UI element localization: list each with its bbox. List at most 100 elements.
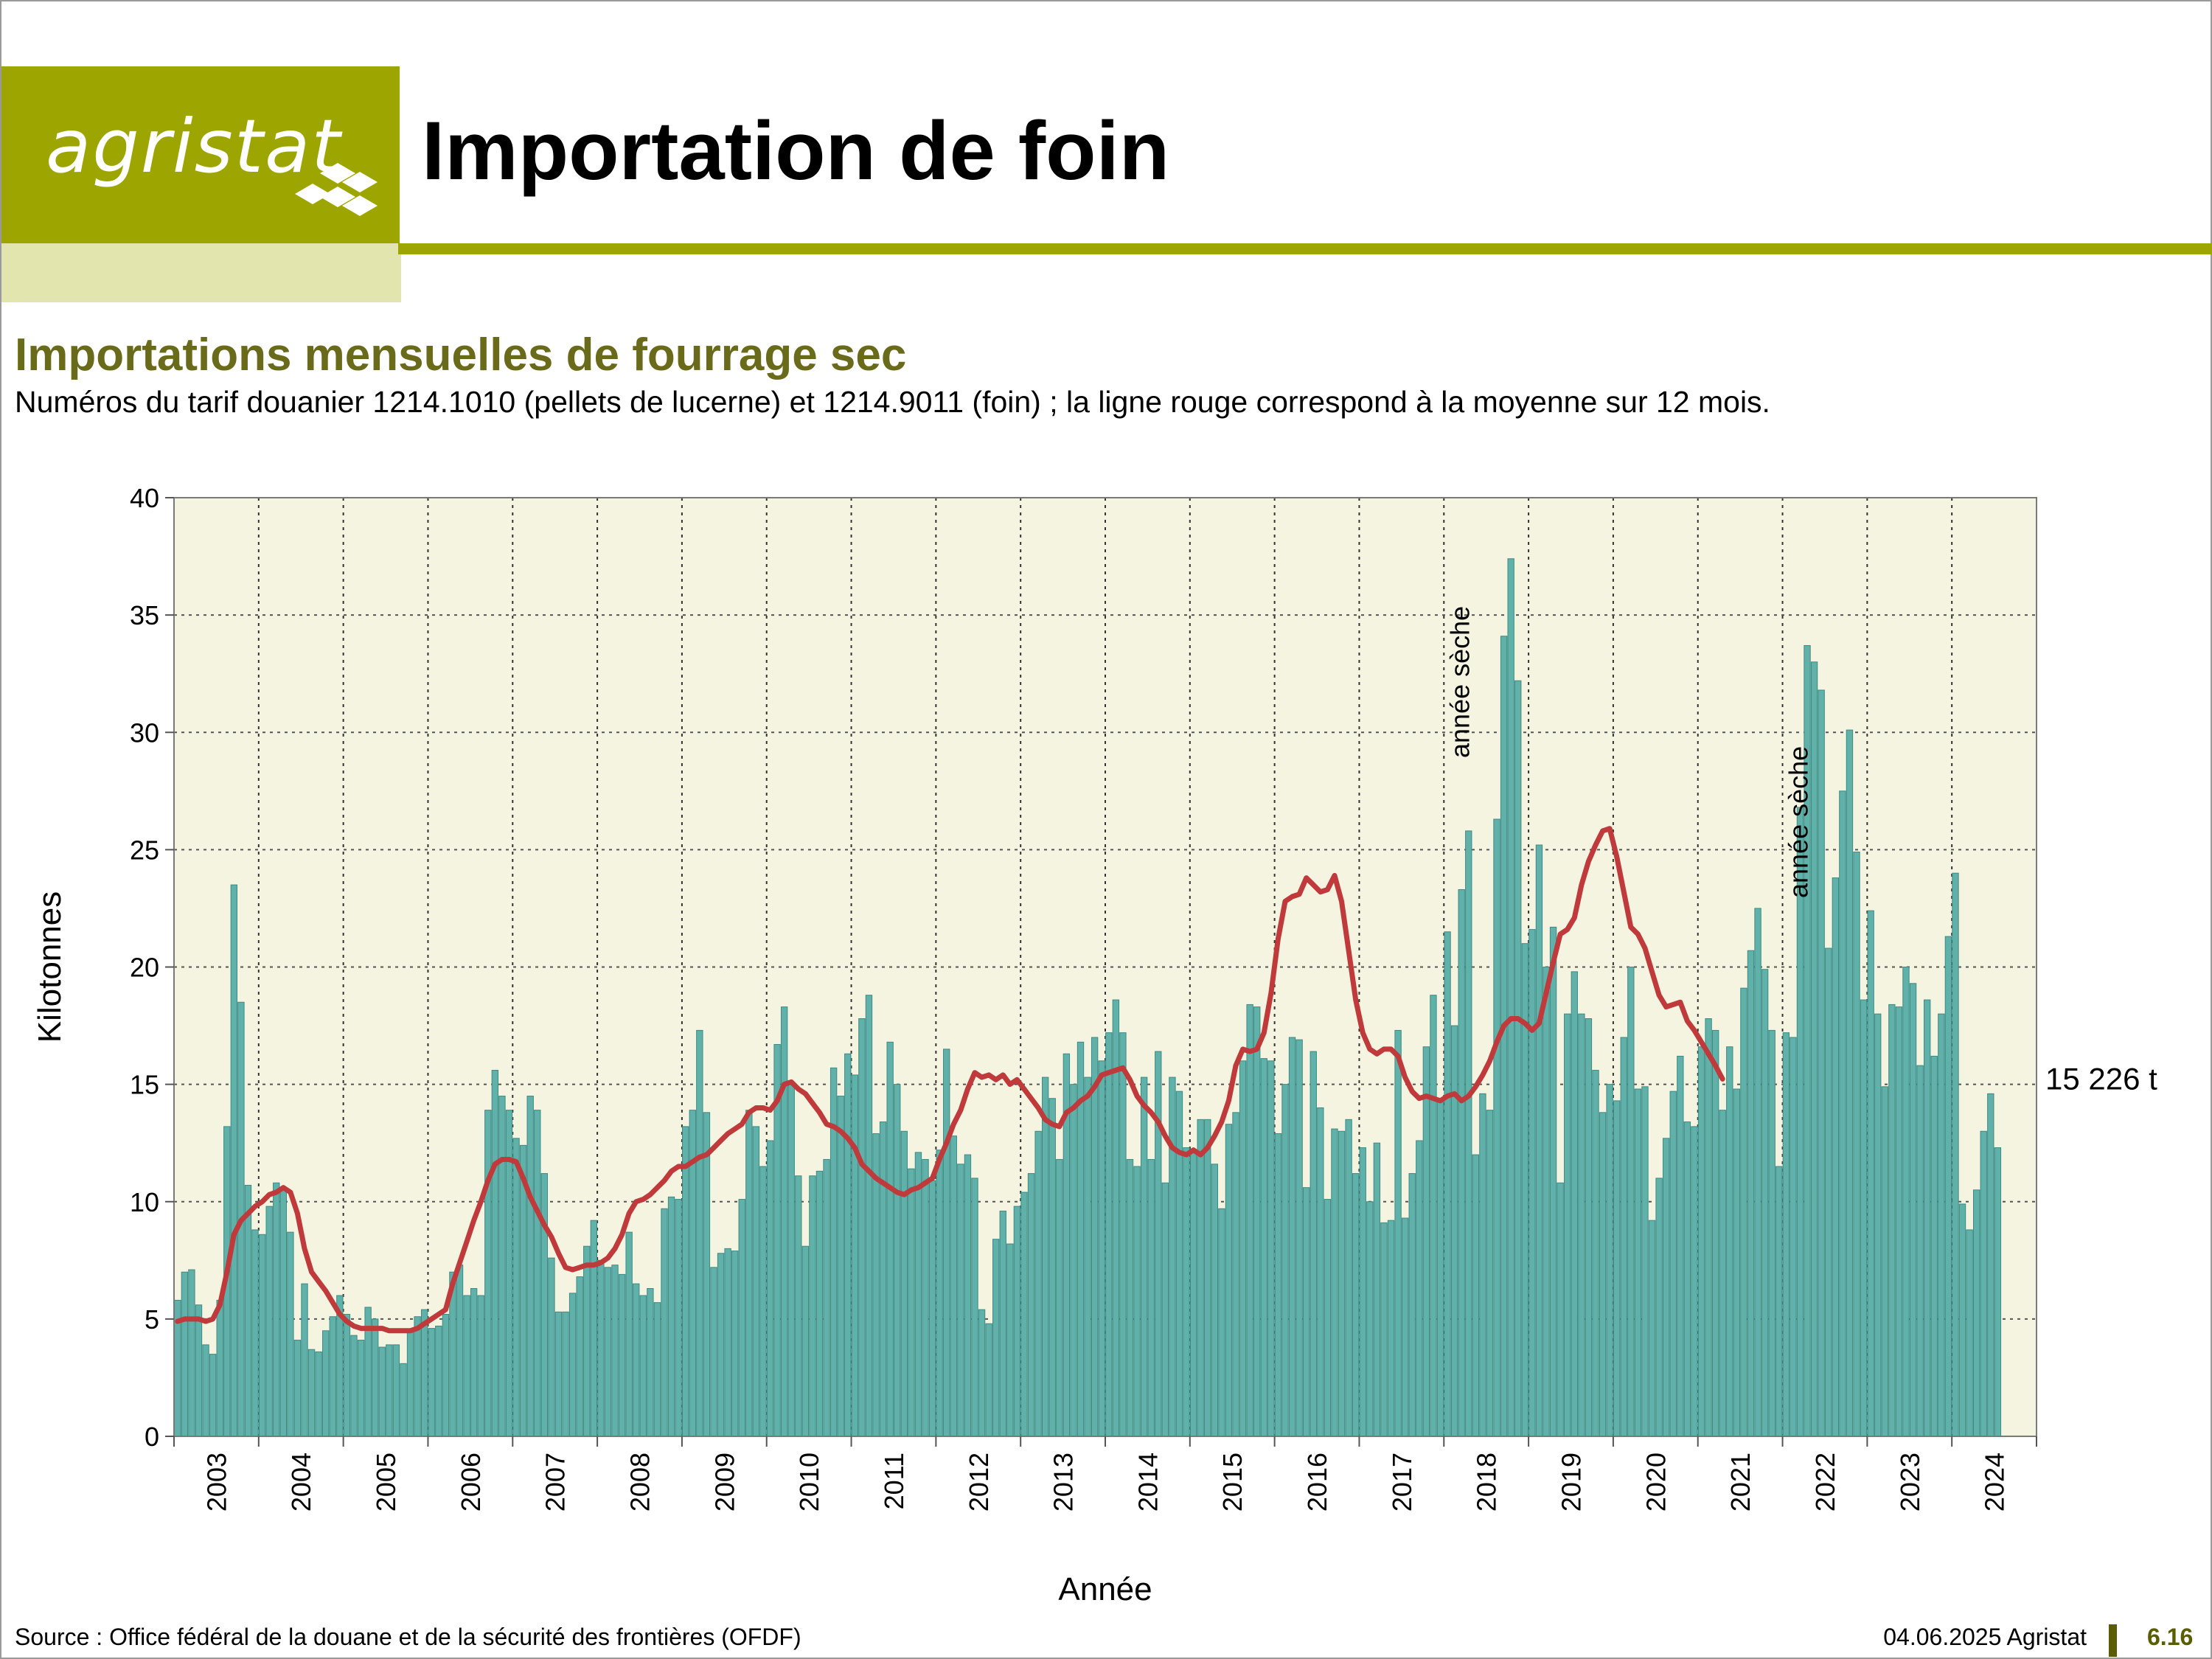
bar [1507, 558, 1514, 1437]
y-tick-label: 40 [130, 483, 159, 513]
bar [273, 1182, 280, 1437]
bar [1691, 1126, 1698, 1437]
bar [1288, 1037, 1296, 1437]
y-tick-label: 0 [145, 1422, 159, 1452]
x-tick-label: 2018 [1472, 1453, 1502, 1512]
bar [406, 1330, 414, 1437]
page-title: Importation de foin [422, 105, 1170, 197]
bar [936, 1150, 943, 1437]
bar [583, 1245, 591, 1437]
bar [1549, 926, 1557, 1437]
bar [216, 1299, 223, 1437]
x-tick-label: 2004 [286, 1453, 316, 1512]
bar [1909, 983, 1917, 1437]
bar [1394, 1029, 1402, 1437]
x-tick-label: 2017 [1387, 1453, 1417, 1512]
bar [343, 1314, 351, 1437]
y-tick-label: 20 [130, 953, 159, 983]
bar [1183, 1147, 1190, 1437]
bar [1295, 1039, 1303, 1437]
bar [1359, 1147, 1366, 1437]
bar [894, 1084, 901, 1437]
bar [435, 1325, 442, 1437]
bar [512, 1138, 520, 1437]
bar [1197, 1119, 1204, 1437]
bar [1585, 1018, 1593, 1437]
bar [195, 1304, 203, 1437]
bar [653, 1302, 661, 1437]
bar [978, 1309, 986, 1437]
bar [759, 1166, 767, 1437]
bar [1697, 1046, 1705, 1437]
x-tick-label: 2021 [1725, 1453, 1756, 1512]
bar [1888, 1004, 1896, 1437]
bar [1832, 877, 1839, 1437]
bar [633, 1283, 640, 1437]
bar [1486, 1110, 1494, 1437]
moving-average-line [175, 826, 1725, 1334]
bar [442, 1314, 450, 1437]
grid-lines [174, 498, 2037, 1436]
y-tick-label: 25 [130, 835, 159, 865]
bar [244, 1184, 252, 1437]
x-tick-label: 2007 [540, 1453, 571, 1512]
bar [1881, 1086, 1888, 1437]
bar [879, 1121, 887, 1437]
bar [780, 1006, 788, 1437]
logo-accent-band [1, 243, 401, 302]
bar [823, 1158, 830, 1437]
bar [1034, 1130, 1042, 1437]
bar [1980, 1130, 1987, 1437]
footer-date: 04.06.2025 Agristat [1883, 1624, 2087, 1650]
bar [1430, 995, 1437, 1437]
bar [1458, 888, 1465, 1437]
y-tick-label: 5 [145, 1304, 159, 1335]
bar [1232, 1112, 1239, 1437]
bar [1147, 1158, 1155, 1437]
bar [647, 1288, 654, 1437]
bar [1761, 969, 1769, 1437]
bar [1169, 1077, 1176, 1437]
bar [1436, 1100, 1444, 1437]
x-axis-label: Année [1058, 1571, 1152, 1607]
bar [477, 1295, 484, 1437]
bar [265, 1206, 273, 1437]
bar [1408, 1173, 1416, 1437]
bar [1867, 910, 1874, 1437]
bar [378, 1346, 386, 1437]
bar [1239, 1060, 1247, 1437]
bar [1987, 1093, 1994, 1437]
bar [1204, 1119, 1211, 1437]
bar [1105, 1032, 1113, 1437]
bar [1662, 1138, 1670, 1437]
bar [1972, 1189, 1980, 1437]
bar [661, 1208, 668, 1437]
bar [1825, 947, 1832, 1437]
x-tick-label: 2020 [1641, 1453, 1671, 1512]
bar [1839, 790, 1846, 1437]
bar [1225, 1124, 1233, 1437]
bar [851, 1074, 859, 1437]
bar [1775, 1166, 1783, 1437]
bar [1606, 1084, 1613, 1437]
bar [1189, 1150, 1197, 1437]
bar [752, 1126, 760, 1437]
bar [1924, 999, 1931, 1437]
bar [1895, 1006, 1903, 1437]
bar [279, 1189, 287, 1437]
bar [322, 1330, 330, 1437]
bar [900, 1130, 908, 1437]
bar [1387, 1220, 1395, 1437]
bar [420, 1309, 428, 1437]
bar [964, 1154, 972, 1437]
bar [1218, 1208, 1225, 1437]
bar [1013, 1206, 1021, 1437]
bar [1613, 1100, 1621, 1437]
bar [202, 1344, 209, 1437]
bar [1535, 844, 1543, 1437]
bar-series [174, 558, 2002, 1437]
x-tick-label: 2023 [1895, 1453, 1925, 1512]
bar [372, 1318, 379, 1437]
bar [1253, 1006, 1261, 1437]
